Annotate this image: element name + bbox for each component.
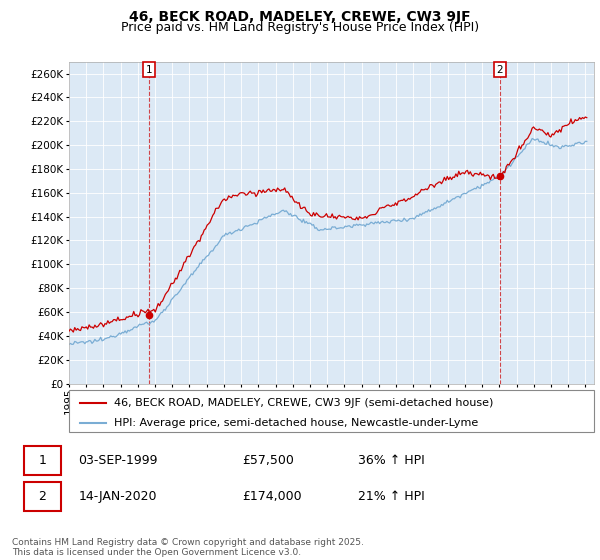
Text: 14-JAN-2020: 14-JAN-2020 [78, 491, 157, 503]
Text: 03-SEP-1999: 03-SEP-1999 [78, 454, 158, 467]
FancyBboxPatch shape [23, 483, 61, 511]
Text: 36% ↑ HPI: 36% ↑ HPI [358, 454, 424, 467]
FancyBboxPatch shape [23, 446, 61, 475]
Text: 1: 1 [146, 64, 152, 74]
Text: £174,000: £174,000 [242, 491, 302, 503]
Text: 46, BECK ROAD, MADELEY, CREWE, CW3 9JF: 46, BECK ROAD, MADELEY, CREWE, CW3 9JF [129, 10, 471, 24]
Text: 21% ↑ HPI: 21% ↑ HPI [358, 491, 424, 503]
Text: Price paid vs. HM Land Registry's House Price Index (HPI): Price paid vs. HM Land Registry's House … [121, 21, 479, 34]
Text: 2: 2 [38, 491, 46, 503]
Text: 1: 1 [38, 454, 46, 467]
Text: Contains HM Land Registry data © Crown copyright and database right 2025.
This d: Contains HM Land Registry data © Crown c… [12, 538, 364, 557]
Text: 46, BECK ROAD, MADELEY, CREWE, CW3 9JF (semi-detached house): 46, BECK ROAD, MADELEY, CREWE, CW3 9JF (… [113, 398, 493, 408]
Text: 2: 2 [497, 64, 503, 74]
Text: £57,500: £57,500 [242, 454, 294, 467]
Text: HPI: Average price, semi-detached house, Newcastle-under-Lyme: HPI: Average price, semi-detached house,… [113, 418, 478, 428]
